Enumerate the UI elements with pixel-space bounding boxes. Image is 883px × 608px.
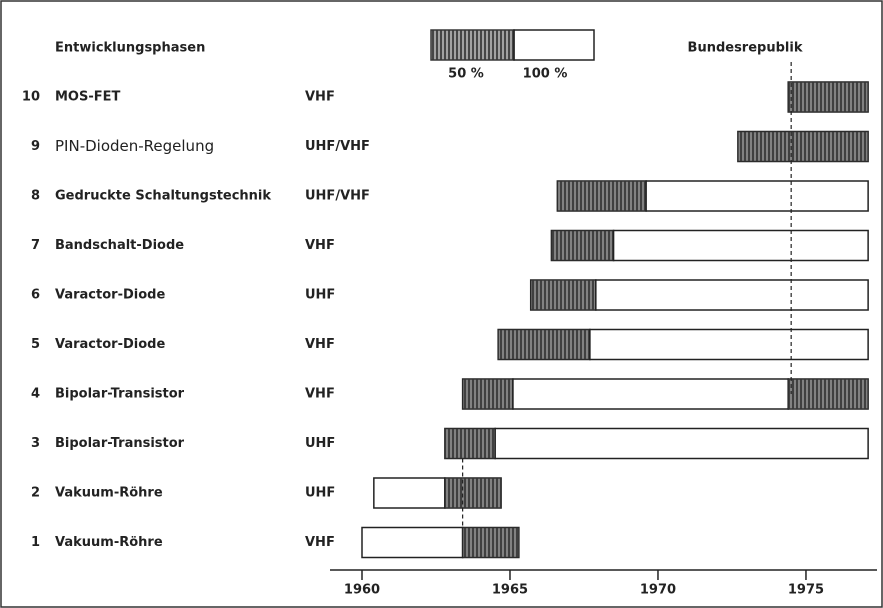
shaded-segment bbox=[444, 427, 496, 460]
row-band: VHF bbox=[305, 238, 335, 253]
shade-tint bbox=[551, 230, 614, 261]
x-tick-label: 1970 bbox=[640, 583, 676, 598]
legend-label: 100 % bbox=[523, 67, 568, 82]
row-label: Varactor-Diode bbox=[55, 288, 165, 303]
row-label: Vakuum-Röhre bbox=[55, 535, 163, 550]
shade-tint bbox=[462, 527, 519, 558]
chart-title: Entwicklungsphasen bbox=[55, 41, 205, 56]
row-label: Bipolar-Transistor bbox=[55, 436, 185, 451]
row-band: VHF bbox=[305, 387, 335, 402]
shade-tint bbox=[498, 329, 590, 360]
shade-tint bbox=[462, 379, 513, 409]
row-number: 6 bbox=[31, 288, 40, 303]
row-label: Varactor-Diode bbox=[55, 337, 165, 352]
row-band: UHF bbox=[305, 486, 335, 501]
row-band: VHF bbox=[305, 90, 335, 105]
shade-tint bbox=[788, 82, 869, 112]
row-band: VHF bbox=[305, 337, 335, 352]
row-number: 3 bbox=[31, 436, 40, 451]
row-label: Bandschalt-Diode bbox=[55, 238, 184, 253]
open-segment bbox=[512, 378, 789, 410]
row-band: UHF/VHF bbox=[305, 189, 370, 204]
row-band: UHF/VHF bbox=[305, 139, 370, 154]
row-number: 2 bbox=[31, 486, 40, 501]
shaded-segment bbox=[787, 81, 869, 113]
shaded-segment bbox=[787, 378, 869, 410]
shaded-segment bbox=[556, 180, 647, 212]
row-label: Bipolar-Transistor bbox=[55, 387, 185, 402]
open-segment bbox=[373, 477, 446, 509]
row-band: UHF bbox=[305, 436, 335, 451]
shade-tint bbox=[444, 478, 502, 508]
legend-shaded bbox=[430, 29, 515, 61]
shaded-segment bbox=[461, 526, 520, 559]
open-segment bbox=[612, 229, 869, 262]
open-segment bbox=[595, 279, 869, 311]
shaded-segment bbox=[529, 279, 597, 311]
row-label: Gedruckte Schaltungstechnik bbox=[55, 189, 271, 204]
legend-label: 50 % bbox=[448, 67, 484, 82]
row-band: VHF bbox=[305, 535, 335, 550]
row-number: 1 bbox=[31, 535, 40, 550]
row-number: 9 bbox=[31, 139, 40, 154]
shade-tint bbox=[557, 181, 647, 211]
row-number: 4 bbox=[31, 387, 40, 402]
x-tick-label: 1960 bbox=[344, 583, 380, 598]
row-band: UHF bbox=[305, 288, 335, 303]
row-label: MOS-FET bbox=[55, 90, 121, 105]
open-segment bbox=[589, 328, 869, 361]
open-segment bbox=[361, 526, 464, 559]
legend-empty bbox=[513, 29, 595, 61]
shade-tint bbox=[530, 280, 596, 310]
row-label: Vakuum-Röhre bbox=[55, 486, 163, 501]
shade-tint bbox=[788, 379, 869, 409]
reference-label: Bundesrepublik bbox=[688, 41, 803, 56]
shade-tint bbox=[444, 428, 496, 459]
x-tick-label: 1965 bbox=[492, 583, 528, 598]
row-number: 7 bbox=[31, 238, 40, 253]
row-number: 5 bbox=[31, 337, 40, 352]
shaded-segment bbox=[461, 378, 514, 410]
row-number: 8 bbox=[31, 189, 40, 204]
shaded-segment bbox=[497, 328, 591, 361]
shaded-segment bbox=[444, 477, 502, 509]
x-tick-label: 1975 bbox=[788, 583, 824, 598]
open-segment bbox=[494, 427, 869, 460]
row-number: 10 bbox=[22, 90, 40, 105]
row-label: PIN-Dioden-Regelung bbox=[55, 137, 214, 155]
shade-tint bbox=[737, 131, 869, 162]
open-segment bbox=[645, 180, 869, 212]
shaded-segment bbox=[737, 130, 869, 163]
